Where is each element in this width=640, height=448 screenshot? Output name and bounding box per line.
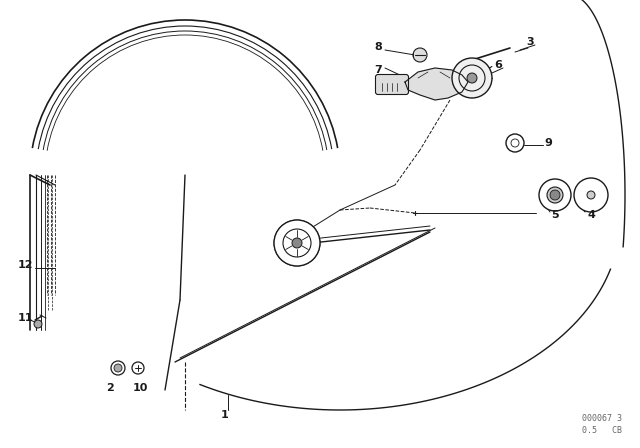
Circle shape [34,320,42,328]
Circle shape [111,361,125,375]
Circle shape [114,364,122,372]
Text: 8: 8 [374,42,382,52]
Text: 2: 2 [106,383,114,393]
Polygon shape [405,68,468,100]
Text: 5: 5 [551,210,559,220]
Circle shape [413,48,427,62]
Circle shape [452,58,492,98]
Circle shape [292,238,302,248]
Circle shape [539,179,571,211]
Circle shape [550,190,560,200]
Circle shape [467,73,477,83]
Text: 11: 11 [17,313,33,323]
Text: 1: 1 [221,410,229,420]
Text: 0.5   CB: 0.5 CB [582,426,622,435]
Text: 000067 3: 000067 3 [582,414,622,422]
Text: 4: 4 [587,210,595,220]
FancyBboxPatch shape [376,74,408,95]
Circle shape [587,191,595,199]
Text: 10: 10 [132,383,148,393]
Text: 9: 9 [544,138,552,148]
Text: 6: 6 [494,60,502,70]
Circle shape [574,178,608,212]
Text: 3: 3 [526,37,534,47]
Circle shape [547,187,563,203]
Text: 7: 7 [374,65,382,75]
Circle shape [274,220,320,266]
Text: 12: 12 [17,260,33,270]
